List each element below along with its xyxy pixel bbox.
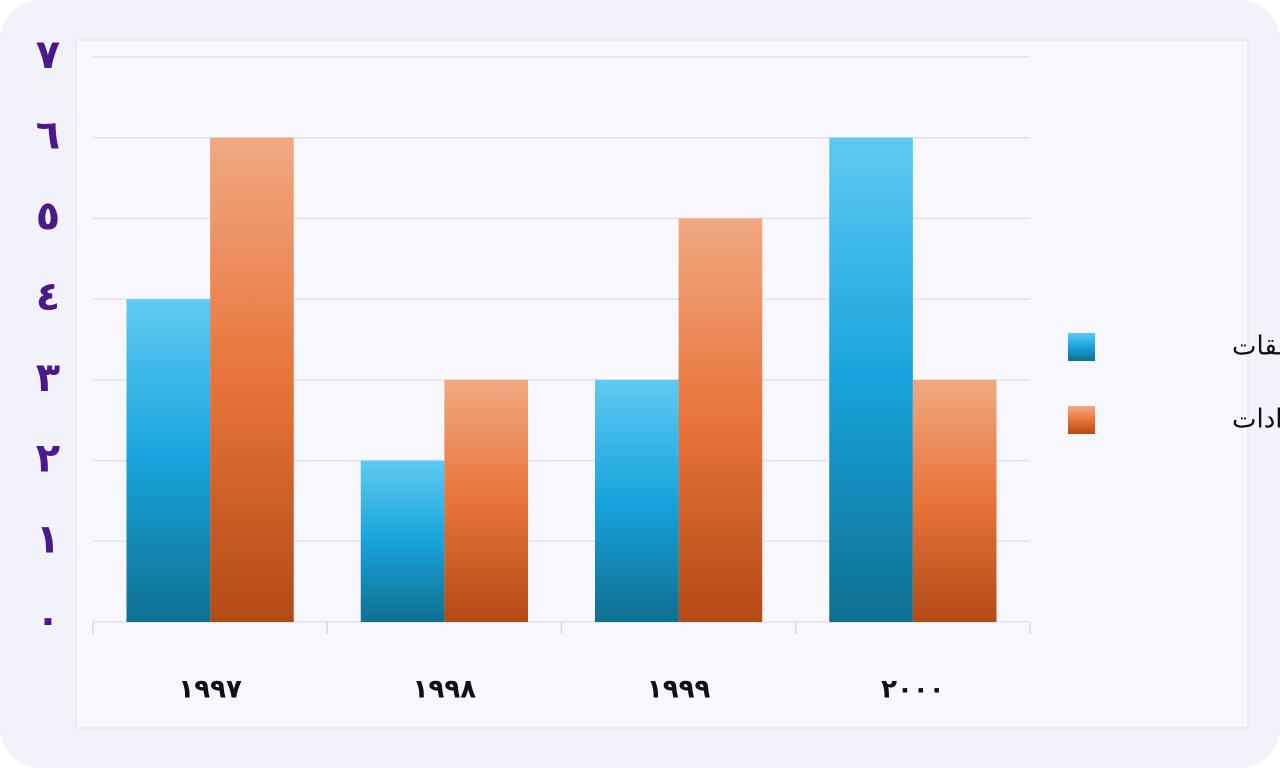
- x-tick-label: ١٩٩٨: [413, 675, 477, 705]
- bar: [678, 218, 763, 622]
- legend-label: النفقات: [1232, 332, 1280, 362]
- bar: [594, 379, 679, 622]
- y-tick-label: ٠: [36, 597, 60, 643]
- x-tick-label: ٢٠٠٠: [881, 675, 944, 705]
- y-tick-label: ١: [36, 516, 60, 562]
- y-tick-label: ٢: [36, 436, 60, 482]
- legend-swatch: [1068, 406, 1095, 434]
- legend-label: الإيرادات: [1232, 405, 1280, 435]
- bar: [912, 379, 997, 622]
- bar: [126, 299, 211, 622]
- y-tick-label: ٦: [36, 113, 60, 159]
- bar: [210, 137, 294, 622]
- x-tick-label: ١٩٩٩: [647, 675, 711, 705]
- bar: [360, 460, 445, 622]
- y-tick-label: ٤: [36, 274, 60, 320]
- bar: [829, 137, 913, 622]
- y-tick-label: ٥: [36, 193, 60, 239]
- legend-swatch: [1068, 333, 1095, 361]
- y-tick-label: ٣: [36, 355, 60, 401]
- bar: [444, 379, 529, 622]
- x-tick-label: ١٩٩٧: [178, 675, 242, 705]
- y-tick-label: ٧: [36, 32, 60, 78]
